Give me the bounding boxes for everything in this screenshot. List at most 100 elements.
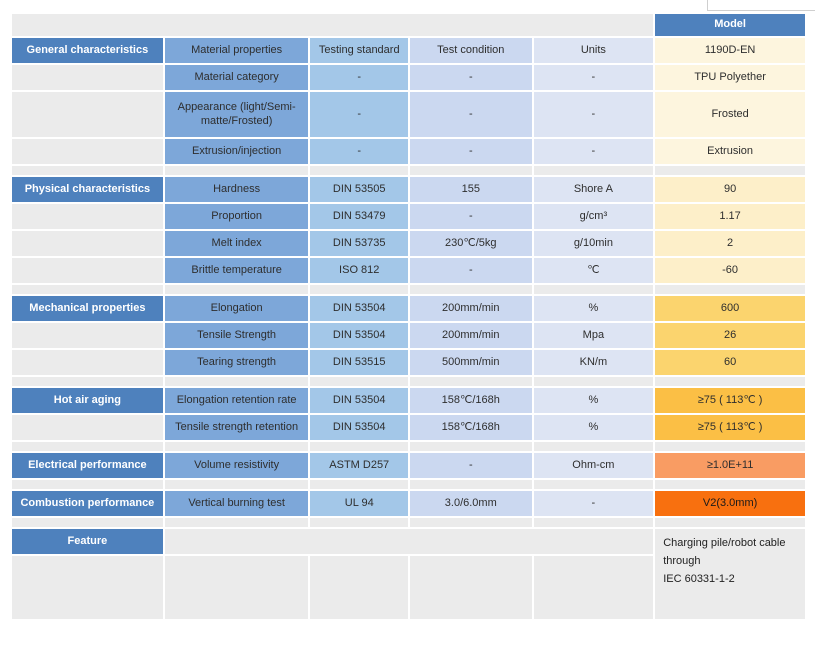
cell-value: Frosted <box>655 92 805 137</box>
table-row-tensile-retention: Tensile strength retention DIN 53504 158… <box>12 415 805 440</box>
spacer-cell <box>533 377 654 386</box>
spacer-cell <box>310 377 408 386</box>
spacer-cell <box>164 166 309 175</box>
cell-property: Appearance (light/Semi-matte/Frosted) <box>164 92 309 137</box>
cell-standard: ASTM D257 <box>310 453 408 478</box>
cell-units: - <box>533 92 654 137</box>
cell-value: ≥1.0E+11 <box>655 453 805 478</box>
table-row-extrusion: Extrusion/injection - - - Extrusion <box>12 139 805 164</box>
spacer-row <box>12 518 805 527</box>
section-header-mechanical-properties: Mechanical properties <box>12 296 163 321</box>
spacer-cell <box>533 285 654 294</box>
cell-property: Tearing strength <box>164 350 309 375</box>
col-header-testing-standard: Testing standard <box>310 38 408 63</box>
table-row-tensile-strength: Tensile Strength DIN 53504 200mm/min Mpa… <box>12 323 805 348</box>
spacer-cell <box>164 480 309 489</box>
cell-value: -60 <box>655 258 805 283</box>
cell-condition: - <box>409 139 532 164</box>
spacer-cell <box>533 166 654 175</box>
feature-value-cell: Charging pile/robot cable through IEC 60… <box>655 529 805 619</box>
cell-condition: 155 <box>409 177 532 202</box>
cell-value: ≥75 ( 113℃ ) <box>655 415 805 440</box>
table-row-volume-resistivity: Electrical performance Volume resistivit… <box>12 453 805 478</box>
spacer-cell <box>409 442 532 451</box>
spacer-row <box>12 442 805 451</box>
empty-cell <box>12 350 163 375</box>
cell-condition: 200mm/min <box>409 296 532 321</box>
cell-standard: DIN 53504 <box>310 388 408 413</box>
spacer-cell <box>12 442 163 451</box>
spacer-cell <box>12 377 163 386</box>
cell-condition: - <box>409 204 532 229</box>
spacer-cell <box>409 480 532 489</box>
cell-units: Ohm-cm <box>533 453 654 478</box>
section-header-general-characteristics: General characteristics <box>12 38 163 63</box>
cell-condition: - <box>409 453 532 478</box>
cell-value: 1.17 <box>655 204 805 229</box>
spacer-cell <box>655 285 805 294</box>
cell-units: - <box>533 139 654 164</box>
empty-cell <box>164 529 654 554</box>
cell-units: g/10min <box>533 231 654 256</box>
empty-strip <box>12 14 654 36</box>
spacer-cell <box>409 518 532 527</box>
empty-cell <box>12 65 163 90</box>
spacer-row <box>12 285 805 294</box>
cell-property: Volume resistivity <box>164 453 309 478</box>
table-row-tearing-strength: Tearing strength DIN 53515 500mm/min KN/… <box>12 350 805 375</box>
spacer-cell <box>164 285 309 294</box>
table-row-vertical-burning: Combustion performance Vertical burning … <box>12 491 805 516</box>
cell-standard: - <box>310 65 408 90</box>
empty-cell <box>12 92 163 137</box>
table-row-hardness: Physical characteristics Hardness DIN 53… <box>12 177 805 202</box>
empty-cell <box>12 556 163 619</box>
spacer-cell <box>164 442 309 451</box>
spacer-cell <box>655 480 805 489</box>
spacer-cell <box>12 480 163 489</box>
spacer-cell <box>655 166 805 175</box>
cell-units: KN/m <box>533 350 654 375</box>
cell-condition: - <box>409 92 532 137</box>
spacer-cell <box>409 166 532 175</box>
cell-property: Tensile Strength <box>164 323 309 348</box>
section-header-feature: Feature <box>12 529 163 554</box>
col-header-material-properties: Material properties <box>164 38 309 63</box>
spacer-cell <box>409 285 532 294</box>
spacer-row <box>12 480 805 489</box>
cell-value: TPU Polyether <box>655 65 805 90</box>
spacer-row <box>12 166 805 175</box>
cell-standard: - <box>310 92 408 137</box>
table-row-material-category: Material category - - - TPU Polyether <box>12 65 805 90</box>
empty-cell <box>12 204 163 229</box>
cell-value: 26 <box>655 323 805 348</box>
cutoff-white-panel <box>707 0 815 11</box>
cell-value: V2(3.0mm) <box>655 491 805 516</box>
table-row-appearance: Appearance (light/Semi-matte/Frosted) - … <box>12 92 805 137</box>
col-header-test-condition: Test condition <box>409 38 532 63</box>
cell-units: % <box>533 415 654 440</box>
empty-cell <box>12 415 163 440</box>
cell-units: % <box>533 388 654 413</box>
table-row-melt-index: Melt index DIN 53735 230℃/5kg g/10min 2 <box>12 231 805 256</box>
cell-standard: UL 94 <box>310 491 408 516</box>
bottom-filler-row <box>12 556 805 619</box>
cell-value: 60 <box>655 350 805 375</box>
section-header-physical-characteristics: Physical characteristics <box>12 177 163 202</box>
cell-units: - <box>533 65 654 90</box>
column-header-row: General characteristics Material propert… <box>12 38 805 63</box>
cell-standard: DIN 53504 <box>310 323 408 348</box>
feature-row: Feature Charging pile/robot cable throug… <box>12 529 805 619</box>
cell-standard: DIN 53504 <box>310 415 408 440</box>
cell-units: Shore A <box>533 177 654 202</box>
table-row-proportion: Proportion DIN 53479 - g/cm³ 1.17 <box>12 204 805 229</box>
empty-cell <box>164 556 309 619</box>
cell-standard: ISO 812 <box>310 258 408 283</box>
model-value-cell: 1190D-EN <box>655 38 805 63</box>
empty-cell <box>533 556 654 619</box>
cell-units: Mpa <box>533 323 654 348</box>
spacer-cell <box>655 377 805 386</box>
cell-value: Extrusion <box>655 139 805 164</box>
cell-property: Brittle temperature <box>164 258 309 283</box>
cell-units: g/cm³ <box>533 204 654 229</box>
cell-units: - <box>533 491 654 516</box>
